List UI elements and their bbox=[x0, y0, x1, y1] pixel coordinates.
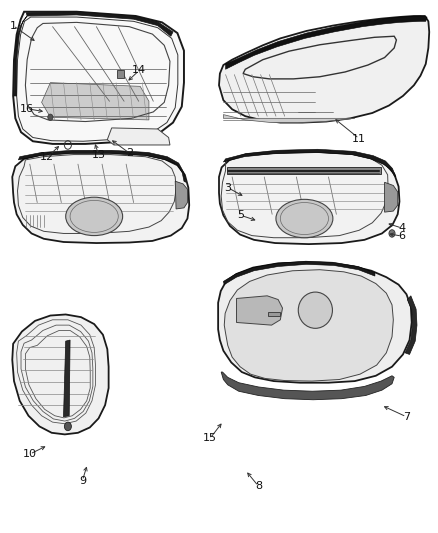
PathPatch shape bbox=[221, 372, 394, 400]
Text: 15: 15 bbox=[203, 433, 217, 443]
PathPatch shape bbox=[227, 167, 381, 174]
PathPatch shape bbox=[12, 152, 189, 243]
Ellipse shape bbox=[66, 197, 123, 236]
PathPatch shape bbox=[107, 128, 170, 145]
PathPatch shape bbox=[18, 150, 186, 182]
Ellipse shape bbox=[276, 199, 333, 238]
PathPatch shape bbox=[218, 262, 412, 383]
PathPatch shape bbox=[385, 182, 398, 212]
PathPatch shape bbox=[64, 340, 70, 417]
PathPatch shape bbox=[42, 83, 149, 120]
PathPatch shape bbox=[226, 16, 427, 69]
Circle shape bbox=[389, 230, 395, 237]
PathPatch shape bbox=[12, 314, 109, 434]
PathPatch shape bbox=[219, 16, 429, 123]
Text: 3: 3 bbox=[224, 183, 231, 192]
PathPatch shape bbox=[223, 149, 396, 177]
Text: 11: 11 bbox=[352, 134, 366, 143]
Text: 9: 9 bbox=[79, 476, 86, 486]
PathPatch shape bbox=[223, 115, 355, 123]
PathPatch shape bbox=[237, 296, 283, 325]
Text: 14: 14 bbox=[132, 66, 146, 75]
PathPatch shape bbox=[223, 261, 375, 285]
PathPatch shape bbox=[268, 312, 280, 316]
Circle shape bbox=[64, 422, 71, 431]
Text: 12: 12 bbox=[40, 152, 54, 162]
Text: 16: 16 bbox=[20, 104, 34, 114]
Text: 7: 7 bbox=[403, 412, 410, 422]
Text: 1: 1 bbox=[10, 21, 17, 30]
PathPatch shape bbox=[219, 151, 399, 244]
Text: 6: 6 bbox=[399, 231, 406, 241]
Bar bbox=[117, 70, 124, 78]
Text: 5: 5 bbox=[237, 211, 244, 220]
PathPatch shape bbox=[224, 270, 393, 381]
PathPatch shape bbox=[405, 296, 417, 354]
PathPatch shape bbox=[26, 12, 173, 36]
PathPatch shape bbox=[175, 181, 187, 209]
Text: 2: 2 bbox=[126, 148, 133, 158]
Text: 13: 13 bbox=[92, 150, 106, 159]
PathPatch shape bbox=[14, 16, 27, 96]
Text: 4: 4 bbox=[399, 223, 406, 233]
Text: 8: 8 bbox=[255, 481, 262, 491]
Ellipse shape bbox=[298, 292, 332, 328]
Circle shape bbox=[48, 114, 53, 120]
Text: 10: 10 bbox=[23, 449, 37, 459]
PathPatch shape bbox=[13, 12, 184, 144]
